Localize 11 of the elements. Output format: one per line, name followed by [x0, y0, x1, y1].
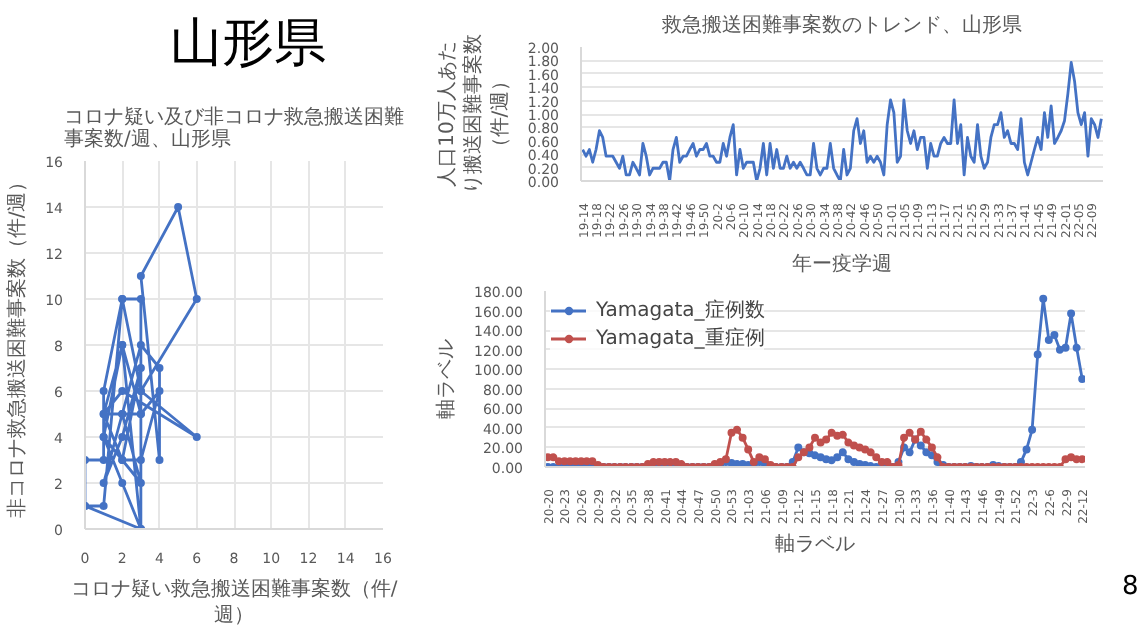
x-axis-title: 軸ラベル: [775, 531, 855, 556]
y-axis-title: 人口10万人あたり搬送困難事案数（件/週）: [437, 34, 512, 194]
chart-title: コロナ疑い及び非コロナ救急搬送困難事案数/週、山形県: [64, 105, 404, 151]
x-axis-title: コロナ疑い救急搬送困難事案数（件/週）: [70, 577, 399, 628]
text: 山形県: [170, 12, 326, 78]
x-axis-title: 年ー疫学週: [792, 251, 892, 276]
legend-label: Yamagata_症例数: [596, 297, 765, 324]
y-axis-title: 非コロナ救急搬送困難事案数（件/週）: [5, 171, 30, 519]
chart-title: 救急搬送困難事案数のトレンド、山形県: [660, 13, 1022, 37]
legend-label: Yamagata_重症例: [596, 325, 765, 352]
y-axis-title: 軸ラベル: [434, 339, 459, 419]
